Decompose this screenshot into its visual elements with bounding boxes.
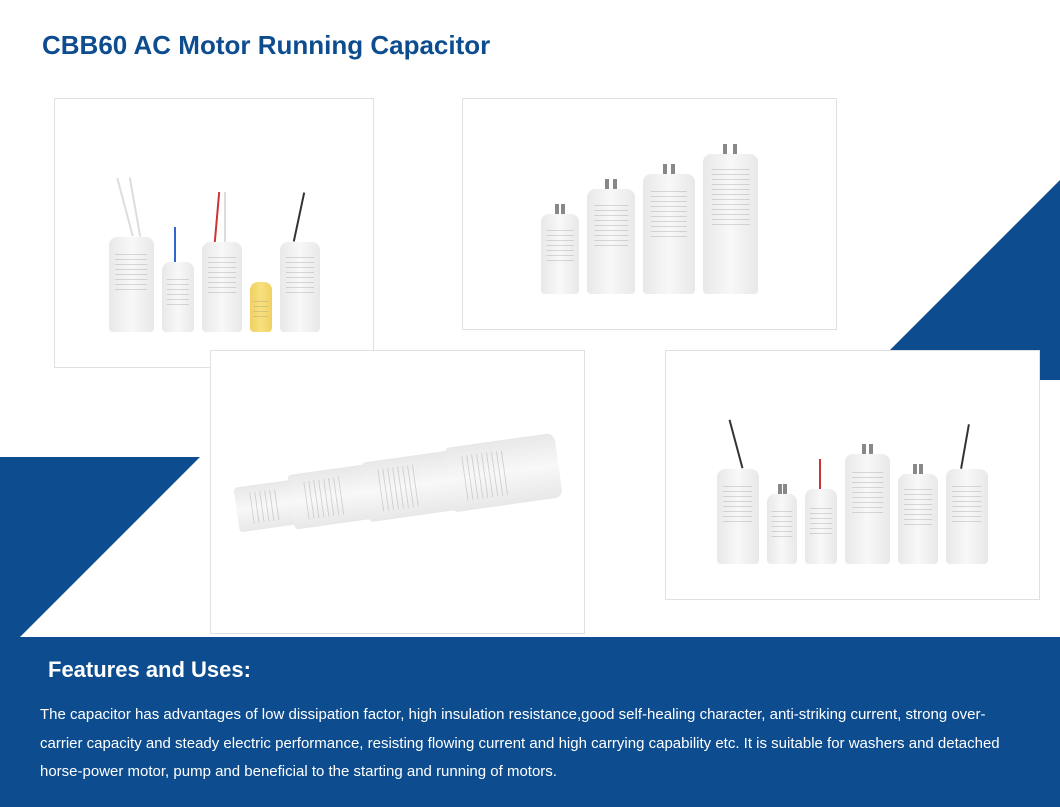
- page-title: CBB60 AC Motor Running Capacitor: [0, 0, 1060, 61]
- product-card-mixed: [665, 350, 1040, 600]
- decorative-triangle-bottom: [0, 457, 200, 657]
- product-card-laying: [210, 350, 585, 634]
- features-description: The capacitor has advantages of low diss…: [40, 701, 1020, 787]
- product-card-terminals: [462, 98, 837, 330]
- product-card-wired: [54, 98, 374, 368]
- features-section: Features and Uses: The capacitor has adv…: [0, 637, 1060, 807]
- features-heading: Features and Uses:: [40, 657, 1020, 683]
